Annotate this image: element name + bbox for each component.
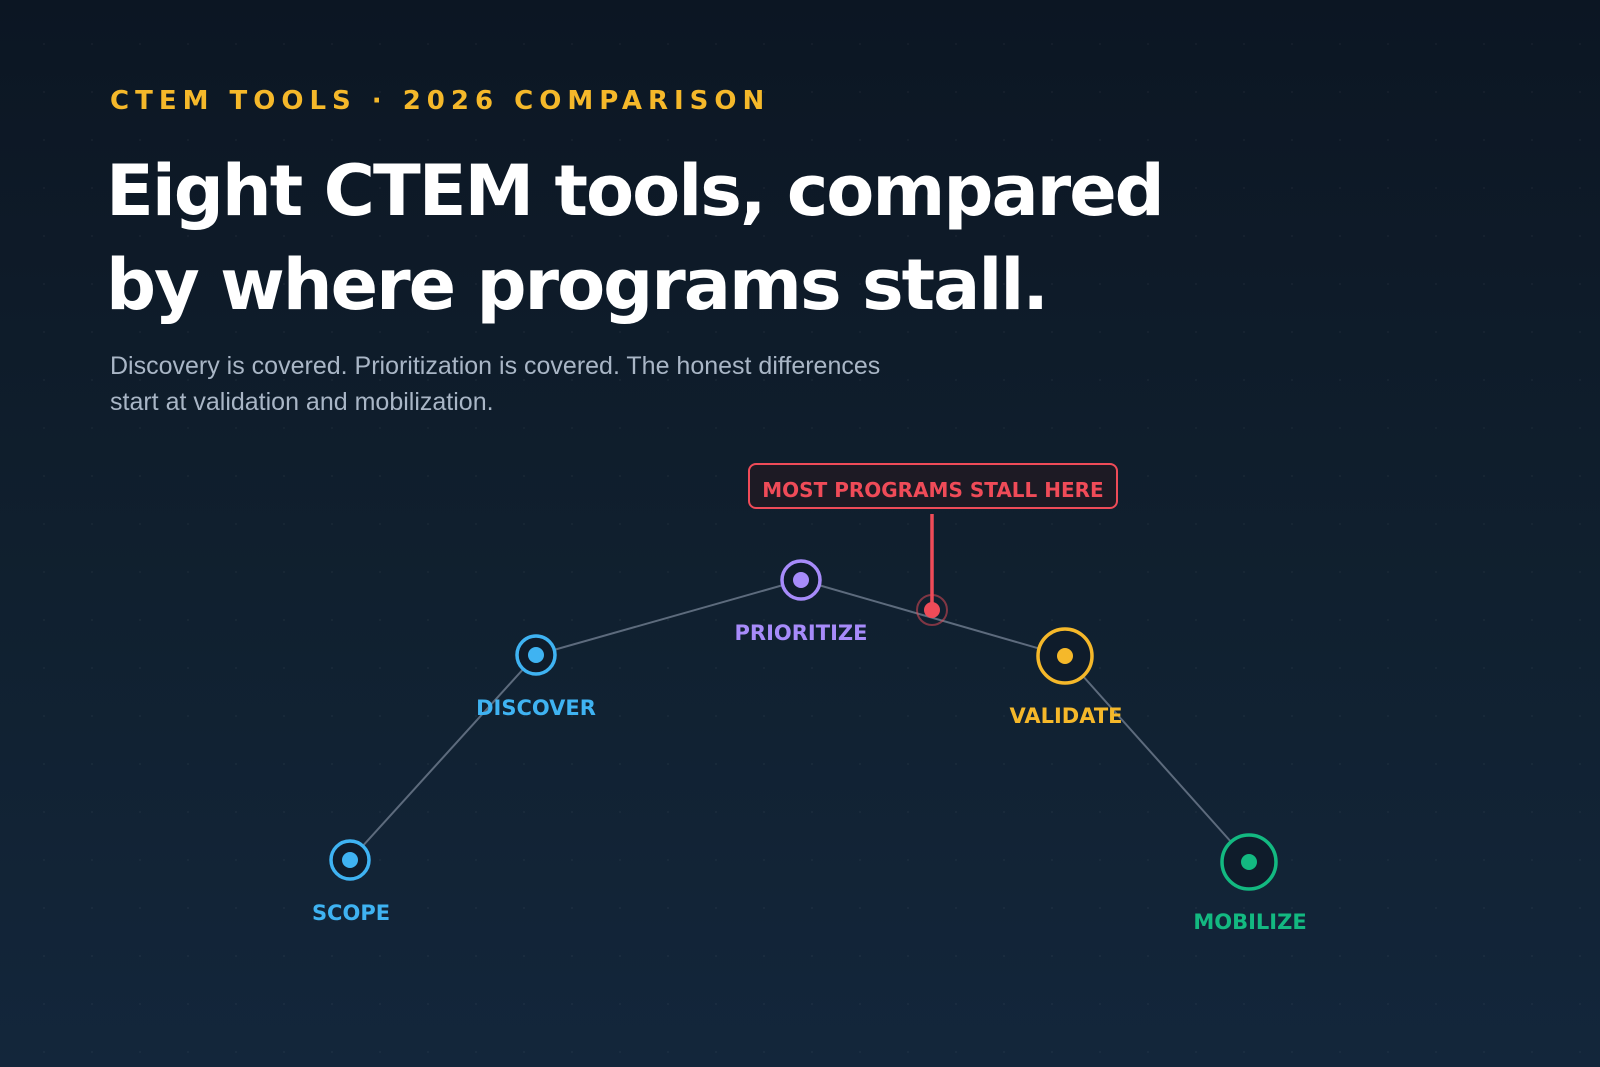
stall-callout: MOST PROGRAMS STALL HERE <box>748 463 1118 626</box>
stage-node-discover: DISCOVER <box>476 634 596 720</box>
stage-node-validate-dot <box>1057 648 1073 664</box>
stage-node-prioritize-dot <box>793 572 809 588</box>
page-title: Eight CTEM tools, compared by where prog… <box>106 144 1165 332</box>
stage-label-scope: SCOPE <box>312 901 390 925</box>
connector-scope-discover <box>349 654 537 861</box>
page-subtitle: Discovery is covered. Prioritization is … <box>110 348 970 420</box>
page-title-line-1: Eight CTEM tools, compared <box>106 150 1165 232</box>
connector-discover-prioritize <box>535 579 802 656</box>
stage-label-mobilize: MOBILIZE <box>1193 910 1306 934</box>
eyebrow-label: CTEM TOOLS · 2026 COMPARISON <box>110 86 771 116</box>
stage-node-mobilize-dot <box>1241 854 1257 870</box>
stall-marker-dot <box>924 602 940 618</box>
stall-marker-ring <box>916 594 948 626</box>
page-subtitle-line-1: Discovery is covered. Prioritization is … <box>110 352 881 380</box>
stage-label-discover: DISCOVER <box>476 696 596 720</box>
stage-node-scope-dot <box>342 852 358 868</box>
stage-node-discover-dot <box>528 647 544 663</box>
stage-node-prioritize: PRIORITIZE <box>735 559 868 645</box>
stage-node-validate: VALIDATE <box>1010 627 1123 728</box>
stage-label-prioritize: PRIORITIZE <box>735 621 868 645</box>
connector-validate-mobilize <box>1064 655 1250 863</box>
connector-prioritize-validate <box>800 579 1066 657</box>
stage-label-validate: VALIDATE <box>1010 704 1123 728</box>
page-title-line-2: by where programs stall. <box>106 244 1049 326</box>
stall-callout-label: MOST PROGRAMS STALL HERE <box>762 478 1103 502</box>
stall-callout-box <box>748 463 1118 509</box>
stage-node-scope: SCOPE <box>312 839 390 925</box>
stage-connectors <box>349 579 1250 863</box>
stage-node-mobilize: MOBILIZE <box>1193 833 1307 934</box>
page-subtitle-line-2: start at validation and mobilization. <box>110 388 494 416</box>
